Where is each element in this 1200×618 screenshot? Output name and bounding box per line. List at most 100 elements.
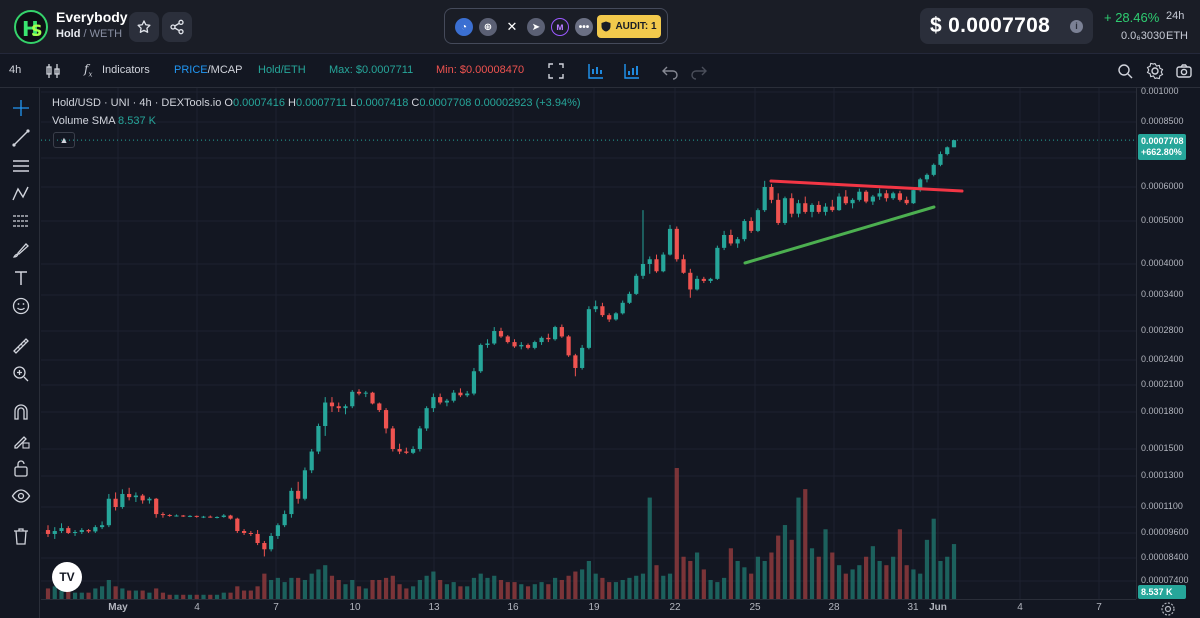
coinmarket-icon[interactable]: ᴍ xyxy=(551,18,569,36)
candle-body xyxy=(823,206,828,212)
candle-body xyxy=(532,342,537,348)
ohlc-legend: Hold/USD · UNI · 4h · DEXTools.io O0.000… xyxy=(52,97,581,109)
interval-selector[interactable]: 4h xyxy=(9,64,22,76)
bars-chart-icon[interactable] xyxy=(587,62,605,80)
candle-body xyxy=(187,515,193,517)
brush-icon[interactable] xyxy=(11,240,31,260)
favorite-button[interactable] xyxy=(129,12,159,42)
text-icon[interactable] xyxy=(11,268,31,288)
volume-bar xyxy=(843,573,848,599)
fullscreen-icon[interactable] xyxy=(547,62,565,80)
volume-bar xyxy=(444,584,450,599)
candle-body xyxy=(782,198,788,223)
more-icon[interactable]: ••• xyxy=(575,18,593,36)
pattern-icon[interactable] xyxy=(11,184,31,204)
trendline-icon[interactable] xyxy=(11,128,31,148)
candle-body xyxy=(857,191,862,200)
candle-body xyxy=(390,428,395,449)
lock-drawings-icon[interactable] xyxy=(11,430,31,450)
price-tick-label: 0.00008400 xyxy=(1141,552,1189,562)
axis-settings-icon[interactable] xyxy=(1160,601,1176,617)
share-icon xyxy=(170,19,184,35)
candle-body xyxy=(918,179,923,191)
indicators-button[interactable]: Indicators xyxy=(102,64,150,76)
candle-body xyxy=(201,516,206,518)
candle-body xyxy=(708,278,713,281)
x-icon[interactable]: ✕ xyxy=(506,19,518,34)
emoji-icon[interactable] xyxy=(11,296,31,316)
volume-bar xyxy=(580,569,585,599)
candle-body xyxy=(59,528,64,532)
zoom-in-icon[interactable] xyxy=(11,364,31,384)
candle-body xyxy=(742,221,747,240)
volume-bar xyxy=(539,582,544,599)
candle-body xyxy=(850,199,855,204)
candle-body xyxy=(809,204,815,212)
candle-body xyxy=(465,393,470,396)
volume-bar xyxy=(647,497,652,599)
volume-bar xyxy=(728,548,733,599)
volume-bar xyxy=(282,582,287,599)
share-button[interactable] xyxy=(162,12,192,42)
volume-bar xyxy=(147,592,152,599)
volume-bar xyxy=(45,588,51,599)
candle-body xyxy=(701,278,706,281)
price-axis[interactable] xyxy=(1136,88,1200,599)
candle-body xyxy=(492,331,497,344)
volume-bar xyxy=(911,569,916,599)
horizontal-lines-icon[interactable] xyxy=(11,156,31,176)
fib-icon[interactable] xyxy=(11,212,31,232)
camera-icon[interactable] xyxy=(1175,62,1193,80)
candle-body xyxy=(296,490,301,499)
candle-body xyxy=(309,451,314,471)
pair-name: Everybody xyxy=(56,9,128,25)
volume-bar xyxy=(323,565,328,599)
candle-body xyxy=(667,228,673,255)
candle-body xyxy=(316,426,321,452)
ruler-icon[interactable] xyxy=(11,336,31,356)
trash-icon[interactable] xyxy=(11,526,31,546)
time-tick-label: 7 xyxy=(1096,602,1102,613)
globe-icon[interactable]: ⊕ xyxy=(479,18,497,36)
volume-bar xyxy=(667,573,673,599)
settings-gear-icon[interactable] xyxy=(1146,62,1164,80)
time-axis[interactable] xyxy=(41,599,1136,618)
undo-icon[interactable] xyxy=(661,62,679,80)
info-icon[interactable]: i xyxy=(1070,20,1083,33)
volume-bar xyxy=(255,586,260,599)
unlock-icon[interactable] xyxy=(11,458,31,478)
candle-body xyxy=(214,516,220,518)
volume-bar xyxy=(370,579,375,599)
price-chart[interactable] xyxy=(41,88,1136,599)
candle-body xyxy=(485,343,490,345)
chart-icon[interactable]: ◔ xyxy=(455,18,473,36)
time-tick-label: May xyxy=(108,602,128,613)
candle-body xyxy=(627,293,632,303)
volume-bar xyxy=(59,590,64,599)
volume-chart-icon[interactable] xyxy=(623,62,641,80)
redo-icon[interactable] xyxy=(690,62,708,80)
candle-body xyxy=(66,528,71,533)
candle-body xyxy=(519,344,524,347)
mcap-toggle-label: /MCAP xyxy=(207,64,243,76)
price-mcap-toggle[interactable]: PRICE/MCAP xyxy=(174,64,242,76)
magnet-icon[interactable] xyxy=(11,402,31,422)
pair-toggle[interactable]: Hold/ETH xyxy=(258,64,306,76)
collapse-legend-button[interactable]: ▲ xyxy=(53,132,75,148)
volume-bar xyxy=(505,582,510,599)
candle-body xyxy=(363,392,368,394)
screenshot-search-icon[interactable] xyxy=(1116,62,1134,80)
candle-body xyxy=(262,543,267,550)
price-tick-label: 0.0001300 xyxy=(1141,470,1184,480)
tradingview-logo[interactable]: TV xyxy=(52,562,82,592)
candle-body xyxy=(120,493,125,507)
volume-bar xyxy=(512,582,517,599)
eye-icon[interactable] xyxy=(11,486,31,506)
legend-o-key: O xyxy=(224,97,233,109)
crosshair-icon[interactable] xyxy=(11,98,31,118)
volume-bar xyxy=(951,544,957,599)
telegram-icon[interactable]: ➤ xyxy=(527,18,545,36)
candle-type-icon[interactable] xyxy=(44,62,62,80)
candle-body xyxy=(681,259,686,273)
audit-button[interactable]: AUDIT: 1 xyxy=(597,15,661,38)
